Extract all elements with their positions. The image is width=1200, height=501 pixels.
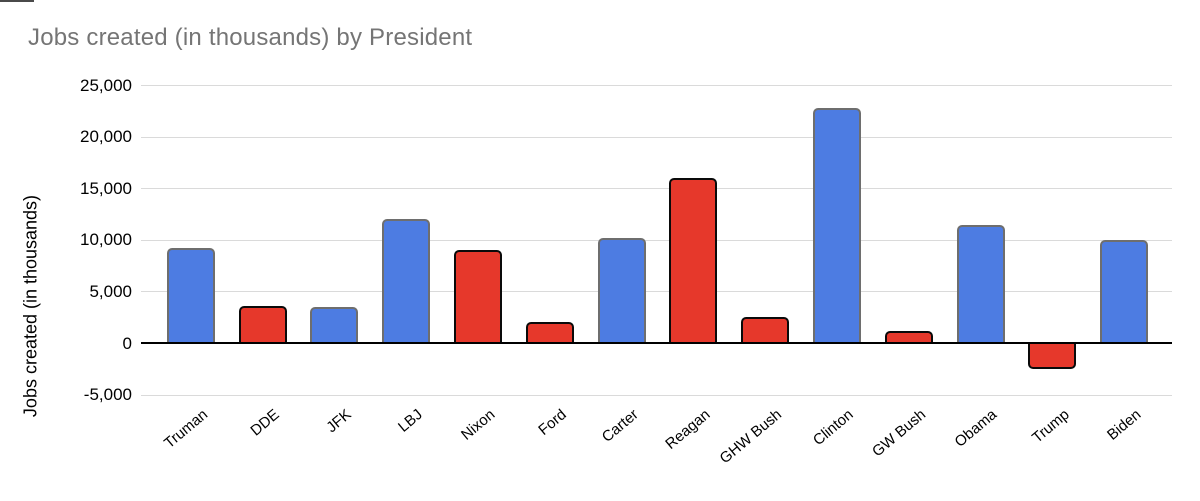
- x-label-clinton: Clinton: [810, 406, 857, 450]
- x-label-reagan: Reagan: [662, 406, 714, 453]
- x-axis-zero-line: [141, 342, 1172, 344]
- bar-truman[interactable]: [166, 247, 215, 344]
- y-tick-label-5000: 5,000: [89, 281, 132, 301]
- gridline-5000: [141, 291, 1172, 293]
- bar-ghw-bush[interactable]: [741, 316, 790, 344]
- y-tick-label-15000: 15,000: [80, 178, 132, 198]
- y-tick-label-0: 0: [122, 333, 132, 353]
- y-tick-label-25000: 25,000: [80, 75, 132, 95]
- bar-biden[interactable]: [1100, 240, 1149, 344]
- gridline-20000: [141, 136, 1172, 138]
- bar-nixon[interactable]: [454, 249, 503, 344]
- x-label-nixon: Nixon: [457, 406, 498, 444]
- gridline-25000: [141, 85, 1172, 87]
- bar-gw-bush[interactable]: [884, 331, 933, 344]
- x-label-dde: DDE: [247, 406, 283, 440]
- bar-carter[interactable]: [597, 238, 646, 344]
- x-label-gw-bush: GW Bush: [868, 406, 929, 461]
- x-label-jfk: JFK: [323, 406, 355, 437]
- x-label-trump: Trump: [1028, 406, 1073, 447]
- chart-title: Jobs created (in thousands) by President: [28, 24, 473, 51]
- bar-ford[interactable]: [525, 321, 574, 344]
- bar-jfk[interactable]: [310, 307, 359, 344]
- bar-dde[interactable]: [238, 306, 287, 344]
- x-label-biden: Biden: [1103, 406, 1145, 444]
- gridline-15000: [141, 188, 1172, 190]
- x-label-lbj: LBJ: [395, 406, 427, 436]
- bar-clinton[interactable]: [812, 108, 861, 344]
- bar-trump[interactable]: [1028, 343, 1077, 370]
- x-label-truman: Truman: [160, 406, 211, 452]
- bar-lbj[interactable]: [382, 218, 431, 344]
- y-tick-label-10000: 10,000: [80, 230, 132, 250]
- x-label-carter: Carter: [598, 406, 642, 446]
- bar-reagan[interactable]: [669, 178, 718, 344]
- bar-obama[interactable]: [956, 224, 1005, 344]
- gridline-10000: [141, 239, 1172, 241]
- x-label-obama: Obama: [951, 406, 1001, 451]
- screen-edge-artifact: [0, 0, 34, 2]
- x-label-ghw-bush: GHW Bush: [716, 406, 786, 468]
- x-label-ford: Ford: [535, 406, 570, 439]
- gridline--5000: [141, 394, 1172, 396]
- y-tick-label--5000: -5,000: [83, 385, 132, 405]
- y-tick-label-20000: 20,000: [80, 127, 132, 147]
